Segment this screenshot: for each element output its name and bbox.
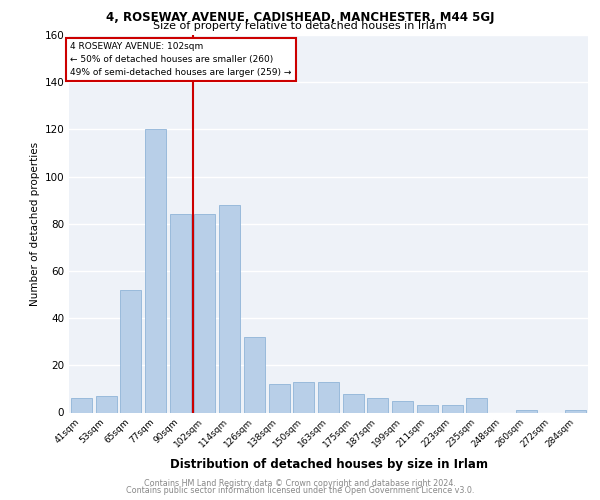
Bar — [392, 400, 413, 412]
Bar — [95, 396, 116, 412]
Bar — [343, 394, 364, 412]
Bar — [442, 406, 463, 412]
Bar — [565, 410, 586, 412]
Bar — [244, 337, 265, 412]
Bar — [71, 398, 92, 412]
Bar — [367, 398, 388, 412]
Text: Size of property relative to detached houses in Irlam: Size of property relative to detached ho… — [153, 21, 447, 31]
Bar — [170, 214, 191, 412]
X-axis label: Distribution of detached houses by size in Irlam: Distribution of detached houses by size … — [170, 458, 487, 471]
Bar — [269, 384, 290, 412]
Text: Contains HM Land Registry data © Crown copyright and database right 2024.: Contains HM Land Registry data © Crown c… — [144, 478, 456, 488]
Bar — [219, 205, 240, 412]
Bar — [194, 214, 215, 412]
Bar — [145, 130, 166, 412]
Text: 4 ROSEWAY AVENUE: 102sqm
← 50% of detached houses are smaller (260)
49% of semi-: 4 ROSEWAY AVENUE: 102sqm ← 50% of detach… — [70, 42, 292, 77]
Bar — [466, 398, 487, 412]
Bar — [318, 382, 339, 412]
Text: Contains public sector information licensed under the Open Government Licence v3: Contains public sector information licen… — [126, 486, 474, 495]
Bar — [293, 382, 314, 412]
Bar — [516, 410, 537, 412]
Bar — [417, 406, 438, 412]
Text: 4, ROSEWAY AVENUE, CADISHEAD, MANCHESTER, M44 5GJ: 4, ROSEWAY AVENUE, CADISHEAD, MANCHESTER… — [106, 11, 494, 24]
Y-axis label: Number of detached properties: Number of detached properties — [30, 142, 40, 306]
Bar — [120, 290, 141, 412]
